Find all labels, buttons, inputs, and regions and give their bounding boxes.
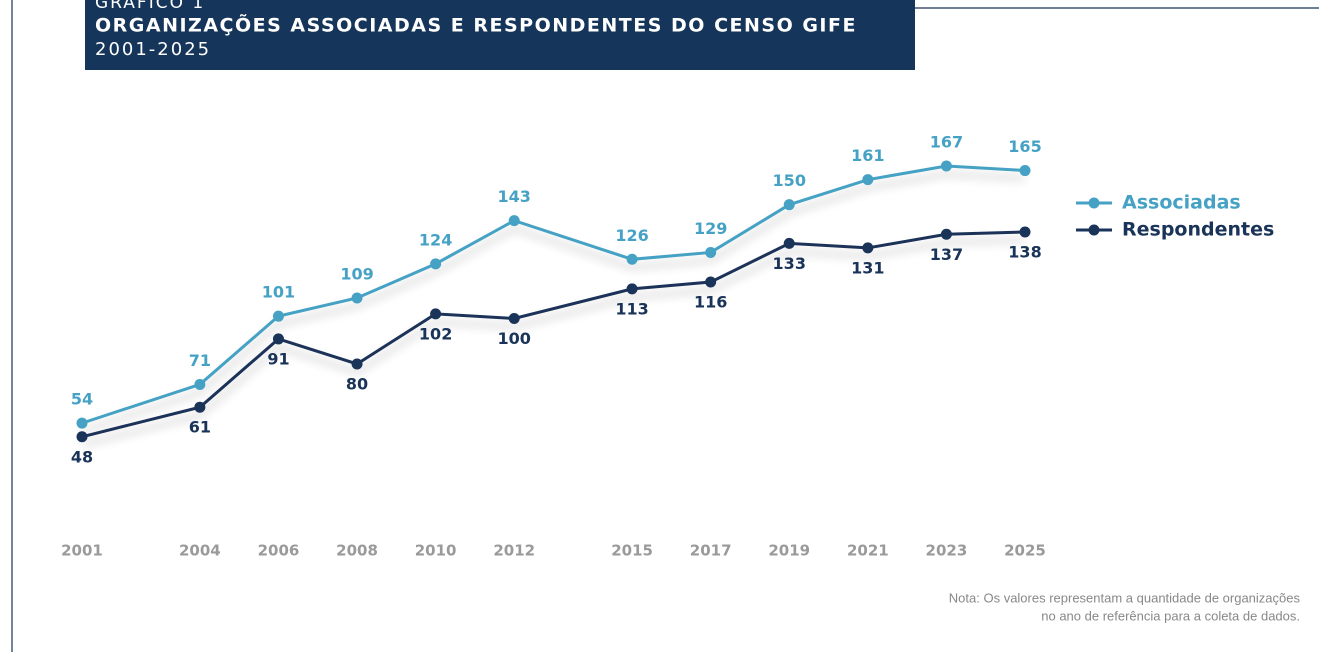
chart-label: GRÁFICO 1 (95, 0, 205, 13)
data-label: 109 (340, 264, 373, 283)
x-tick-label: 2019 (768, 542, 810, 560)
point (1019, 165, 1031, 177)
point (76, 417, 88, 429)
data-label: 61 (189, 418, 211, 437)
point (862, 174, 874, 186)
data-label: 143 (498, 187, 531, 206)
line (81, 230, 1026, 439)
legend-label: Respondentes (1122, 219, 1274, 241)
point (705, 246, 717, 258)
header-box (85, 0, 915, 70)
data-label: 150 (773, 171, 806, 190)
point (272, 333, 284, 345)
point (430, 308, 442, 320)
point (862, 242, 874, 254)
data-label: 113 (615, 299, 648, 318)
data-label: 80 (346, 374, 368, 393)
point (940, 228, 952, 240)
point (783, 237, 795, 249)
x-tick-label: 2006 (258, 542, 300, 560)
data-label: 129 (694, 219, 727, 238)
x-tick-label: 2012 (493, 542, 535, 560)
data-label: 101 (262, 283, 295, 302)
legend-marker (1088, 197, 1100, 209)
data-label: 133 (773, 254, 806, 273)
note: no ano de referência para a coleta de da… (1041, 608, 1300, 623)
data-label: 161 (851, 146, 884, 165)
line (81, 164, 1026, 425)
data-label: 91 (267, 349, 289, 368)
data-label: 126 (615, 226, 648, 245)
point (508, 215, 520, 227)
data-label: 137 (930, 245, 963, 264)
point (272, 310, 284, 322)
x-tick-label: 2025 (1004, 542, 1046, 560)
data-label: 165 (1008, 137, 1041, 156)
x-tick-label: 2021 (847, 542, 889, 560)
x-tick-label: 2008 (336, 542, 378, 560)
x-tick-label: 2010 (415, 542, 457, 560)
point (783, 199, 795, 211)
frame (11, 0, 1319, 652)
data-label: 124 (419, 230, 452, 249)
point (940, 160, 952, 172)
legend-label: Associadas (1122, 192, 1241, 214)
x-tick-label: 2001 (61, 542, 103, 560)
x-tick-label: 2015 (611, 542, 653, 560)
point (351, 358, 363, 370)
data-label: 100 (498, 329, 531, 348)
data-label: 54 (71, 390, 93, 409)
chart-title: ORGANIZAÇÕES ASSOCIADAS E RESPONDENTES D… (95, 13, 857, 37)
data-label: 167 (930, 133, 963, 152)
x-tick-label: 2004 (179, 542, 221, 560)
chart-subtitle: 2001-2025 (95, 39, 211, 60)
data-label: 71 (189, 351, 211, 370)
point (194, 378, 206, 390)
point (1019, 226, 1031, 238)
series (81, 164, 1026, 425)
point (351, 292, 363, 304)
series (81, 230, 1026, 439)
note: Nota: Os valores representam a quantidad… (949, 590, 1301, 605)
point (194, 401, 206, 413)
x-tick-label: 2017 (690, 542, 732, 560)
point (705, 276, 717, 288)
point (508, 312, 520, 324)
legend-marker (1088, 224, 1100, 236)
data-label: 131 (851, 258, 884, 277)
point (76, 431, 88, 443)
data-label: 138 (1008, 242, 1041, 261)
data-label: 102 (419, 324, 452, 343)
x-tick-label: 2023 (926, 542, 968, 560)
data-label: 116 (694, 293, 727, 312)
point (430, 258, 442, 270)
data-label: 48 (71, 447, 93, 466)
point (626, 253, 638, 265)
point (626, 283, 638, 295)
